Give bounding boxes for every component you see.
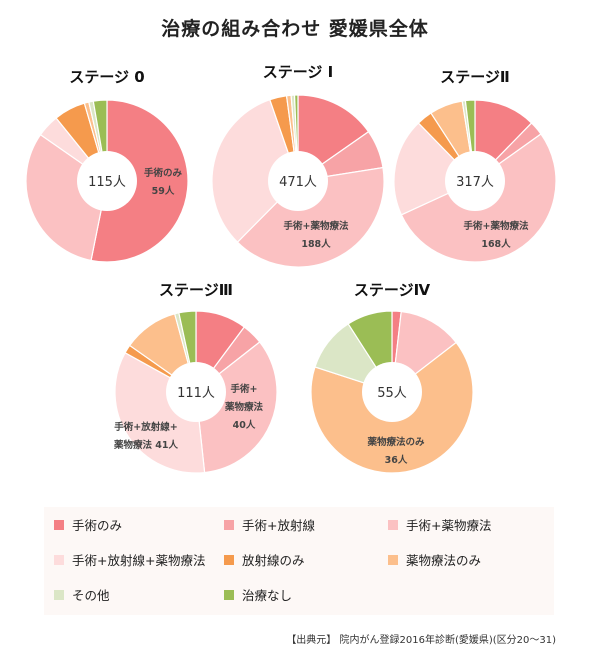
legend-item-5: 薬物療法のみ xyxy=(388,550,481,569)
legend-swatch xyxy=(54,554,64,565)
legend-item-2: 手術+薬物療法 xyxy=(388,515,491,534)
chart3-total: 111人 xyxy=(177,386,215,401)
chart2-label-0-0: 手術+薬物療法 xyxy=(464,220,529,232)
chart0-label-0-0: 手術のみ xyxy=(144,167,183,179)
chart0-total: 115人 xyxy=(88,175,126,190)
chart3-label-0-2: 40人 xyxy=(233,419,256,431)
chart2-title: ステージⅡ xyxy=(440,68,510,86)
chart3-hole xyxy=(166,362,226,422)
legend-swatch xyxy=(224,554,234,565)
chart2-label-0-1: 168人 xyxy=(481,238,511,250)
chart3-label-1-0: 手術+放射線+ xyxy=(114,421,177,433)
chart4-label-0-1: 36人 xyxy=(385,454,408,466)
chart4-title: ステージⅣ xyxy=(354,281,431,299)
legend-label: 手術+薬物療法 xyxy=(406,518,492,533)
legend-label: 手術+放射線 xyxy=(242,518,315,533)
legend-swatch xyxy=(388,554,398,565)
legend-swatch xyxy=(388,519,398,530)
legend-label: 手術のみ xyxy=(72,518,123,533)
chart0-slice-2 xyxy=(25,133,108,262)
chart3-label-0-1: 薬物療法 xyxy=(224,401,264,413)
legend: 手術のみ 手術+放射線 手術+薬物療法手術+放射線+薬物療法 放射線のみ 薬物療法のみそ… xyxy=(44,507,554,615)
chart1-total: 471人 xyxy=(279,175,317,190)
legend-item-4: 放射線のみ xyxy=(224,550,305,569)
legend-label: その他 xyxy=(72,588,110,603)
legend-swatch xyxy=(54,589,64,600)
chart0-title: ステージ 0 xyxy=(69,68,144,86)
chart3-title: ステージⅢ xyxy=(159,281,233,299)
chart1-slice-3 xyxy=(211,98,299,243)
chart3-label-1-1: 薬物療法 41人 xyxy=(113,439,179,451)
chart-main-title: 治療の組み合わせ 愛媛県全体 xyxy=(161,18,429,40)
source-note: 【出典元】 院内がん登録2016年診断(愛媛県)(区分20～31) xyxy=(286,635,556,646)
chart1-label-0-0: 手術+薬物療法 xyxy=(284,220,349,232)
chart3-slice-2 xyxy=(195,341,278,474)
chart2-hole xyxy=(445,151,505,211)
chart1-hole xyxy=(268,151,328,211)
legend-swatch xyxy=(224,519,234,530)
legend-label: 手術+放射線+薬物療法 xyxy=(72,553,206,568)
legend-item-7: 治療なし xyxy=(224,585,292,604)
legend-swatch xyxy=(54,519,64,530)
legend-item-3: 手術+放射線+薬物療法 xyxy=(54,550,205,569)
chart4-total: 55人 xyxy=(377,386,407,401)
chart2-total: 317人 xyxy=(456,175,494,190)
chart2-slice-3 xyxy=(393,122,477,216)
chart1-label-0-1: 188人 xyxy=(301,238,331,250)
chart3-label-0-0: 手術+ xyxy=(231,383,258,395)
legend-label: 治療なし xyxy=(242,588,293,603)
chart0-hole xyxy=(77,151,137,211)
chart0-slice-0 xyxy=(90,99,189,263)
chart4-hole xyxy=(362,362,422,422)
chart1-slice-2 xyxy=(236,166,385,268)
chart4-label-0-0: 薬物療法のみ xyxy=(366,436,425,448)
legend-item-1: 手術+放射線 xyxy=(224,515,315,534)
chart0-label-0-1: 59人 xyxy=(152,185,175,197)
chart3-slice-3 xyxy=(114,351,206,474)
legend-label: 薬物療法のみ xyxy=(406,553,482,568)
chart1-title: ステージ I xyxy=(263,63,334,81)
legend-item-6: その他 xyxy=(54,585,110,604)
legend-label: 放射線のみ xyxy=(242,553,305,568)
legend-swatch xyxy=(224,589,234,600)
legend-item-0: 手術のみ xyxy=(54,515,122,534)
